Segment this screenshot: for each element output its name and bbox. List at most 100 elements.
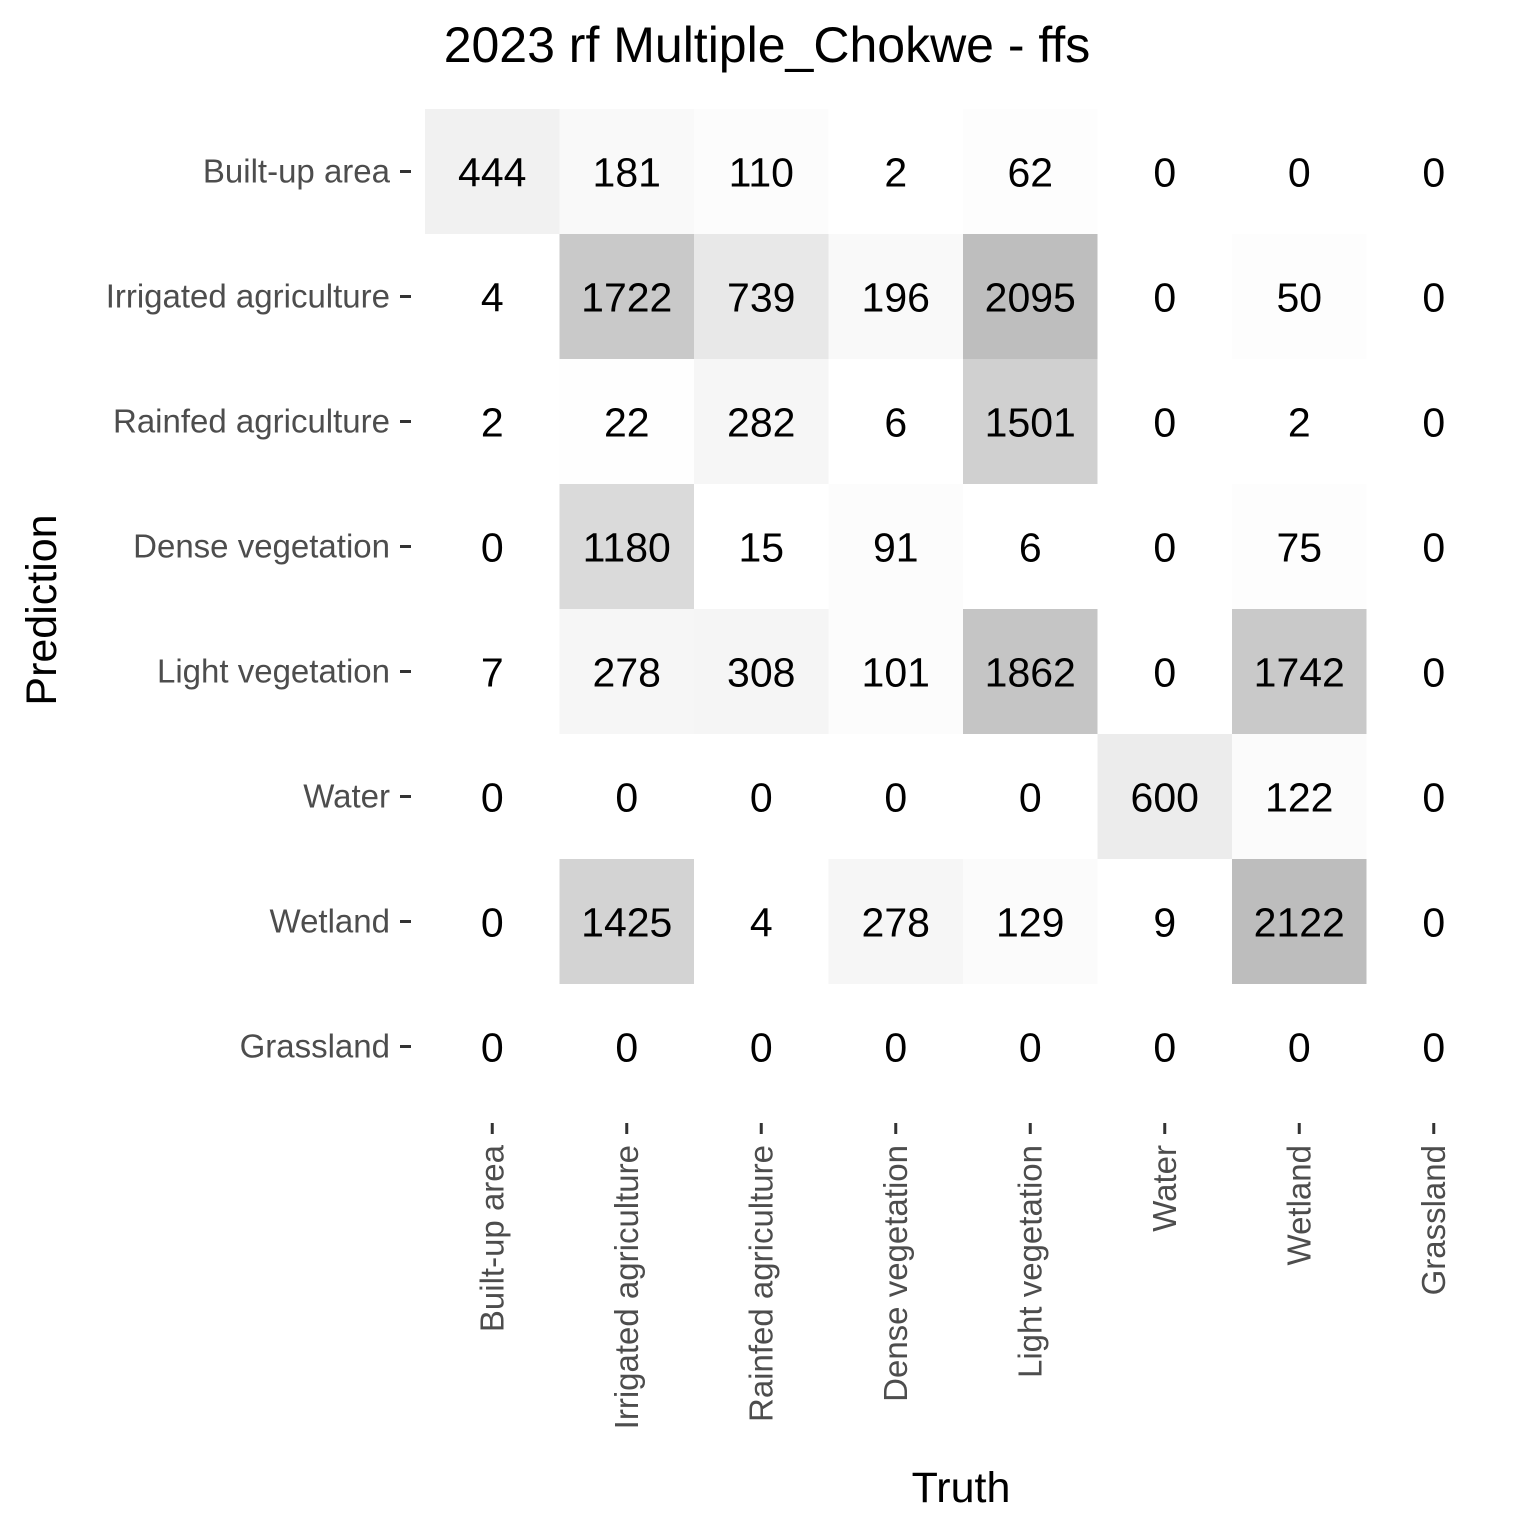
cell-value-labels: 444 181 110 2 62 0 0 04 1722 739 196 2095 0 50 02 22 282… bbox=[458, 150, 1445, 1071]
y-tick-label-wetland: Wetland bbox=[270, 903, 390, 940]
heatmap-cell bbox=[828, 984, 964, 1110]
heatmap-cell bbox=[559, 609, 695, 735]
cell-value-label: 0 bbox=[1288, 150, 1311, 196]
heatmap-cell bbox=[1097, 359, 1233, 485]
cell-value-label: 75 bbox=[1276, 525, 1322, 571]
y-tick-label-irrigated-agriculture: Irrigated agriculture bbox=[106, 278, 390, 315]
heatmap-cell bbox=[828, 109, 964, 235]
cell-value-label: 0 bbox=[750, 1025, 773, 1071]
cell-value-label: 1722 bbox=[581, 275, 672, 321]
y-tick-label-rainfed-agriculture: Rainfed agriculture bbox=[113, 403, 390, 440]
heatmap-cell bbox=[425, 109, 560, 235]
heatmap-cell bbox=[1232, 484, 1367, 610]
heatmap-cell bbox=[425, 734, 560, 860]
cell-value-label: 0 bbox=[481, 775, 504, 821]
cell-value-label: 1180 bbox=[583, 525, 671, 571]
y-tick-label-grassland: Grassland bbox=[240, 1028, 390, 1065]
cell-value-label: 0 bbox=[1422, 150, 1445, 196]
y-axis-title: Prediction bbox=[18, 514, 66, 705]
heatmap-cell bbox=[963, 609, 1098, 735]
cell-value-label: 1862 bbox=[985, 650, 1076, 696]
cell-value-label: 7 bbox=[481, 650, 504, 696]
cell-value-label: 0 bbox=[1288, 1025, 1311, 1071]
cell-value-label: 9 bbox=[1153, 900, 1176, 946]
y-tick-label-water: Water bbox=[303, 778, 390, 815]
heatmap-cell bbox=[694, 609, 829, 735]
heatmap-cell bbox=[828, 734, 964, 860]
cell-value-label: 0 bbox=[481, 900, 504, 946]
cell-value-label: 196 bbox=[862, 275, 930, 321]
heatmap-cell bbox=[1097, 609, 1233, 735]
cell-value-label: 0 bbox=[1422, 650, 1445, 696]
x-tick-label-grassland: Grassland bbox=[1415, 1145, 1452, 1295]
cell-value-label: 2122 bbox=[1254, 900, 1345, 946]
cell-value-label: 0 bbox=[1422, 275, 1445, 321]
cell-value-label: 15 bbox=[738, 525, 784, 571]
cell-value-label: 2 bbox=[481, 400, 504, 446]
x-tick-label-wetland: Wetland bbox=[1280, 1145, 1317, 1265]
cell-value-label: 62 bbox=[1007, 150, 1053, 196]
cell-value-label: 0 bbox=[1153, 275, 1176, 321]
heatmap-cell bbox=[1232, 734, 1367, 860]
heatmap-cell bbox=[828, 609, 964, 735]
heatmap-cell bbox=[1366, 234, 1502, 360]
cell-value-label: 0 bbox=[615, 1025, 638, 1071]
cell-value-label: 91 bbox=[873, 525, 919, 571]
heatmap-cell bbox=[559, 359, 695, 485]
heatmap-cell bbox=[694, 859, 829, 985]
x-axis-ticks: Built-up area Irrigated agriculture Rainfe… bbox=[473, 1123, 1452, 1429]
cell-value-label: 0 bbox=[1422, 900, 1445, 946]
cell-value-label: 1425 bbox=[581, 900, 672, 946]
heatmap-cell bbox=[694, 234, 829, 360]
heatmap-cell bbox=[828, 484, 964, 610]
x-tick-label-water: Water bbox=[1146, 1145, 1183, 1232]
y-axis-ticks: Built-up area Irrigated agriculture Rainfe… bbox=[106, 153, 411, 1065]
heatmap-cell bbox=[1232, 859, 1367, 985]
x-tick-label-light-vegetation: Light vegetation bbox=[1011, 1145, 1048, 1378]
cell-value-label: 0 bbox=[1153, 150, 1176, 196]
cell-value-label: 110 bbox=[729, 150, 794, 196]
cell-value-label: 278 bbox=[593, 650, 661, 696]
x-tick-label-built-up-area: Built-up area bbox=[473, 1144, 510, 1332]
heatmap-cell bbox=[559, 984, 695, 1110]
heatmap-cell bbox=[963, 734, 1098, 860]
heatmap-cell bbox=[963, 109, 1098, 235]
cell-value-label: 0 bbox=[615, 775, 638, 821]
heatmap-cell bbox=[963, 359, 1098, 485]
cell-value-label: 2 bbox=[1288, 400, 1311, 446]
cell-value-label: 0 bbox=[1153, 650, 1176, 696]
heatmap-cell bbox=[1366, 734, 1502, 860]
cell-value-label: 6 bbox=[1019, 525, 1042, 571]
cell-value-label: 0 bbox=[884, 775, 907, 821]
heatmap-cell bbox=[1366, 359, 1502, 485]
cell-value-label: 0 bbox=[884, 1025, 907, 1071]
heatmap-cell bbox=[559, 109, 695, 235]
cell-value-label: 600 bbox=[1131, 775, 1199, 821]
heatmap-cell bbox=[1097, 484, 1233, 610]
heatmap-cell bbox=[828, 234, 964, 360]
cell-value-label: 122 bbox=[1265, 775, 1333, 821]
cell-value-label: 0 bbox=[1153, 1025, 1176, 1071]
heatmap-cell bbox=[963, 484, 1098, 610]
cell-value-label: 50 bbox=[1276, 275, 1322, 321]
cell-value-label: 0 bbox=[1153, 525, 1176, 571]
cell-value-label: 278 bbox=[862, 900, 930, 946]
heatmap-cell bbox=[1097, 109, 1233, 235]
x-tick-label-irrigated-agriculture: Irrigated agriculture bbox=[608, 1145, 645, 1429]
cell-value-label: 2 bbox=[884, 150, 907, 196]
chart-title: 2023 rf Multiple_Chokwe - ffs bbox=[444, 17, 1091, 73]
cell-value-label: 129 bbox=[996, 900, 1064, 946]
cell-value-label: 0 bbox=[1019, 1025, 1042, 1071]
heatmap-cell bbox=[828, 859, 964, 985]
heatmap-cell bbox=[694, 734, 829, 860]
heatmap-cell bbox=[559, 734, 695, 860]
x-tick-label-rainfed-agriculture: Rainfed agriculture bbox=[742, 1145, 779, 1422]
cell-value-label: 739 bbox=[727, 275, 795, 321]
cell-value-label: 0 bbox=[1422, 1025, 1445, 1071]
heatmap-cell bbox=[1097, 859, 1233, 985]
y-tick-label-built-up-area: Built-up area bbox=[203, 153, 391, 190]
cell-value-label: 444 bbox=[458, 150, 526, 196]
cell-value-label: 101 bbox=[862, 650, 930, 696]
heatmap-cell bbox=[1366, 984, 1502, 1110]
heatmap-cell bbox=[963, 234, 1098, 360]
